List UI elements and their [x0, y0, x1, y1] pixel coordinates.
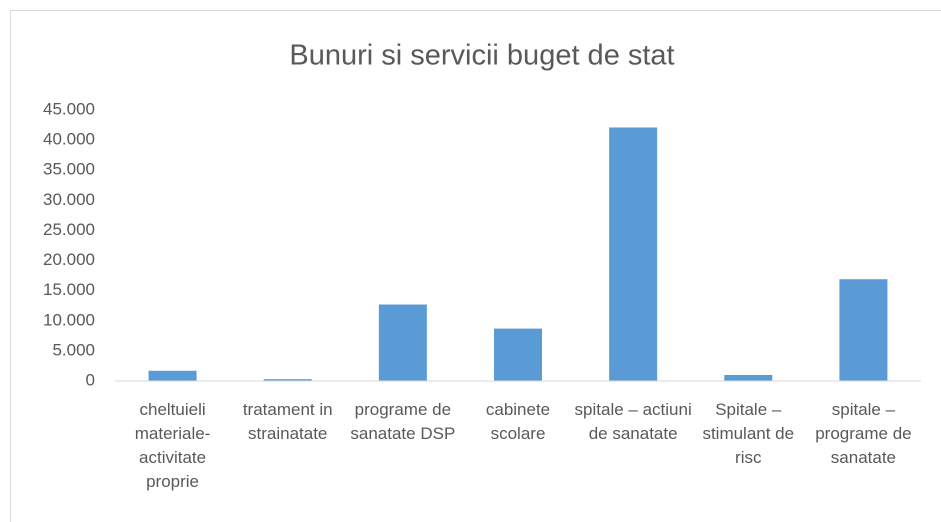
y-tick-label: 5.000	[52, 340, 95, 359]
bar	[263, 379, 312, 381]
bar	[724, 374, 773, 381]
bar	[839, 279, 888, 381]
bar	[609, 127, 658, 381]
bar	[378, 304, 427, 381]
y-tick-label: 15.000	[43, 280, 95, 299]
y-tick-label: 20.000	[43, 250, 95, 269]
x-tick-label: spitale – programe de sanatate	[815, 400, 912, 467]
x-tick-label: spitale – actiuni de sanatate	[574, 400, 692, 443]
y-tick-label: 45.000	[43, 99, 95, 118]
bar	[494, 328, 542, 381]
x-tick-label: programe de sanatate DSP	[350, 400, 456, 443]
x-tick-label: cabinete scolare	[485, 400, 551, 443]
chart-border	[10, 10, 941, 522]
x-tick-label: Spitale – stimulant de risc	[702, 400, 795, 467]
y-tick-label: 25.000	[43, 220, 95, 239]
y-tick-label: 10.000	[43, 310, 95, 329]
y-tick-label: 0	[86, 370, 95, 389]
y-tick-label: 35.000	[43, 160, 95, 179]
y-tick-label: 40.000	[43, 130, 95, 149]
chart-title: Bunuri si servicii buget de stat	[289, 40, 674, 72]
x-tick-label: tratament in strainatate	[242, 400, 333, 443]
y-tick-label: 30.000	[43, 190, 95, 209]
bar	[148, 370, 197, 381]
x-tick-label: cheltuieli materiale-activitate proprie	[134, 400, 211, 491]
